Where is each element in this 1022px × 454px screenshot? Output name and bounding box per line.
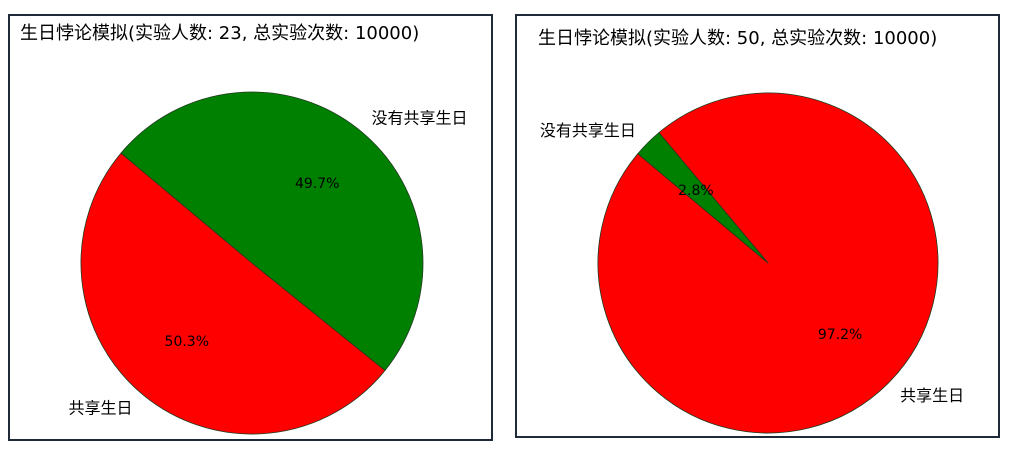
slice-category-label: 没有共享生日 — [540, 121, 636, 140]
slice-percent-label: 50.3% — [165, 334, 209, 350]
slice-percent-label: 49.7% — [295, 176, 339, 192]
pie-labels: 共享生日 50.3% 没有共享生日 49.7% — [68, 108, 467, 417]
slice-category-label: 共享生日 — [900, 386, 964, 405]
chart-title: 生日悖论模拟(实验人数: 23, 总实验次数: 10000) — [20, 23, 420, 44]
chart-title: 生日悖论模拟(实验人数: 50, 总实验次数: 10000) — [538, 28, 938, 49]
pie-slice — [120, 91, 424, 371]
pie-slices — [597, 92, 939, 434]
chart-panel-right: 生日悖论模拟(实验人数: 50, 总实验次数: 10000) 共享生日 97.2%… — [515, 14, 1000, 438]
slice-percent-label: 2.8% — [678, 183, 714, 199]
pie-slice — [637, 132, 769, 264]
pie-slice — [80, 152, 386, 435]
slice-category-label: 共享生日 — [68, 399, 132, 418]
pie-chart: 共享生日 97.2% 没有共享生日 2.8% — [540, 92, 964, 434]
chart-panel-left: 生日悖论模拟(实验人数: 23, 总实验次数: 10000) 共享生日 50.3%… — [8, 14, 493, 441]
slice-category-label: 没有共享生日 — [372, 108, 468, 127]
pie-labels: 共享生日 97.2% 没有共享生日 2.8% — [540, 121, 964, 405]
slice-percent-label: 97.2% — [818, 327, 862, 343]
pie-chart: 共享生日 50.3% 没有共享生日 49.7% — [68, 91, 468, 435]
pie-slices — [80, 91, 424, 435]
